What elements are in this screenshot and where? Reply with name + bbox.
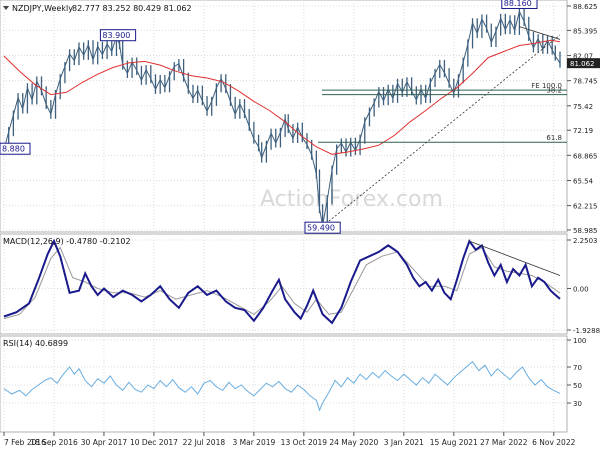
x-tick-label: 30 Apr 2017	[81, 438, 128, 447]
fib-level-label: FE 100.0	[531, 82, 562, 90]
watermark: ActionForex.com	[260, 187, 443, 212]
y-tick-label: 68.865	[573, 152, 598, 160]
y-tick-label: -1.9288	[573, 327, 600, 335]
y-tick-label: 100	[573, 337, 586, 345]
price-label: 83.900	[102, 31, 130, 40]
y-tick-label: 30	[573, 400, 582, 408]
macd-line	[3, 238, 561, 325]
collapse-arrow-icon[interactable]	[3, 6, 9, 10]
current-price-label: 81.062	[570, 60, 595, 68]
y-tick-label: 75.42	[573, 103, 593, 111]
y-tick-label: 62.215	[573, 203, 598, 211]
x-tick-label: 22 Jul 2018	[183, 438, 226, 447]
current-price-marker	[567, 58, 600, 69]
y-tick-label: 50	[573, 382, 582, 390]
x-tick-label: 7 Feb 2016	[4, 438, 46, 447]
y-tick-label: 0.00	[573, 285, 589, 293]
price-label-box	[304, 221, 341, 234]
ohlc-values: 82.777 83.252 80.429 81.062	[72, 4, 192, 13]
macd-trendline	[469, 240, 561, 276]
fib-level-label: 61.8	[546, 134, 562, 142]
price-label: 8.880	[2, 145, 25, 154]
macd-signal-line	[3, 246, 561, 320]
y-tick-label: 82.07	[573, 53, 593, 61]
symbol-label: NZDJPY,Weekly	[12, 4, 73, 13]
x-tick-label: 6 Nov 2022	[532, 438, 575, 447]
price-label-box	[0, 142, 31, 155]
rsi-line	[3, 360, 561, 412]
price-label: 88.160	[504, 0, 532, 8]
x-tick-label: 3 Mar 2019	[232, 438, 275, 447]
price-label: 59.490	[307, 224, 335, 233]
x-tick-label: 27 Mar 2022	[480, 438, 528, 447]
moving-average-line	[3, 39, 561, 155]
y-tick-label: 2.2503	[573, 237, 598, 245]
rsi-panel-frame	[0, 335, 568, 433]
y-tick-label: 85.395	[573, 27, 598, 35]
trendline	[519, 26, 561, 40]
trendline	[322, 34, 561, 227]
macd-title: MACD(12,26,9) -0.4780 -0.2102	[3, 237, 131, 246]
price-line	[3, 10, 561, 226]
grid-layer	[0, 0, 567, 432]
x-tick-label: 24 May 2020	[329, 438, 378, 447]
x-tick-label: 15 Aug 2021	[430, 438, 478, 447]
x-tick-label: 18 Sep 2016	[30, 438, 78, 447]
macd-panel-frame	[0, 233, 568, 335]
y-tick-label: 72.19	[573, 127, 593, 135]
y-tick-label: 70	[573, 364, 582, 372]
price-label-box	[99, 29, 137, 42]
x-tick-label: 10 Dec 2017	[130, 438, 178, 447]
x-tick-label: 3 Jan 2021	[384, 438, 424, 447]
y-tick-label: 88.625	[573, 3, 598, 11]
y-tick-label: 78.745	[573, 78, 598, 86]
fib-level-label: 38.2	[546, 87, 562, 95]
price-label-box	[501, 0, 538, 10]
rsi-title: RSI(14) 40.6899	[3, 339, 68, 348]
header: NZDJPY,Weekly 82.777 83.252 80.429 81.06…	[3, 4, 192, 13]
x-tick-label: 13 Oct 2019	[281, 438, 328, 447]
y-tick-label: 65.54	[573, 177, 594, 185]
y-tick-label: 58.985	[573, 227, 598, 235]
annotation-layer: FE 100.038.2 61.8 83.900 88.160 59.490 8.880	[0, 0, 567, 276]
